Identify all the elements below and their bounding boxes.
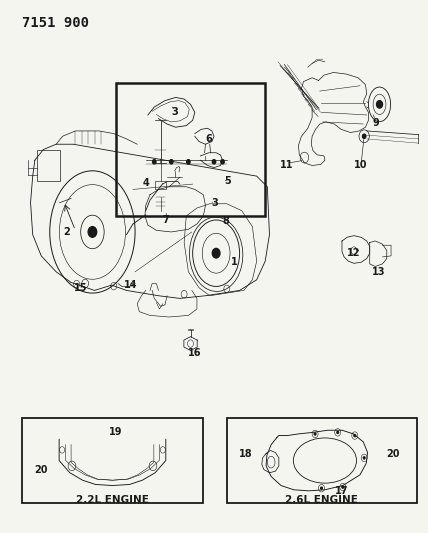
Circle shape [377,101,383,108]
Circle shape [221,160,224,164]
Text: 5: 5 [225,176,232,187]
Text: 16: 16 [188,348,202,358]
Text: 12: 12 [347,248,361,258]
Text: 14: 14 [124,280,137,290]
Text: 1: 1 [231,257,238,267]
Circle shape [314,433,316,435]
Text: 6: 6 [205,134,212,144]
Circle shape [152,160,156,164]
Bar [22,418,203,503]
Text: 18: 18 [239,449,253,458]
Text: 3: 3 [211,198,218,208]
Text: 10: 10 [354,160,368,171]
Circle shape [363,134,366,139]
Circle shape [169,160,173,164]
Bar [116,83,265,216]
Text: 19: 19 [109,427,123,438]
Text: 7: 7 [163,215,169,225]
Bar [227,418,416,503]
Text: 17: 17 [335,487,349,496]
Text: 8: 8 [223,216,229,227]
Text: 2.2L ENGINE: 2.2L ENGINE [76,495,149,505]
Circle shape [187,160,190,164]
Circle shape [342,486,344,488]
Text: 20: 20 [386,449,400,458]
Circle shape [88,227,97,237]
Circle shape [212,160,216,164]
Text: 20: 20 [35,465,48,474]
Circle shape [212,248,220,258]
Text: 9: 9 [373,118,380,128]
Text: 3: 3 [171,107,178,117]
Bar [155,181,166,189]
Text: 13: 13 [372,267,385,277]
Bar [37,150,60,181]
Circle shape [363,457,365,459]
Text: 7151 900: 7151 900 [22,15,89,29]
Circle shape [354,434,356,437]
Circle shape [321,487,322,489]
Text: 2: 2 [63,227,70,237]
Circle shape [337,431,339,433]
Text: 2.6L ENGINE: 2.6L ENGINE [285,495,358,505]
Text: 11: 11 [280,160,293,171]
Text: 4: 4 [143,178,149,188]
Text: 15: 15 [74,283,88,293]
